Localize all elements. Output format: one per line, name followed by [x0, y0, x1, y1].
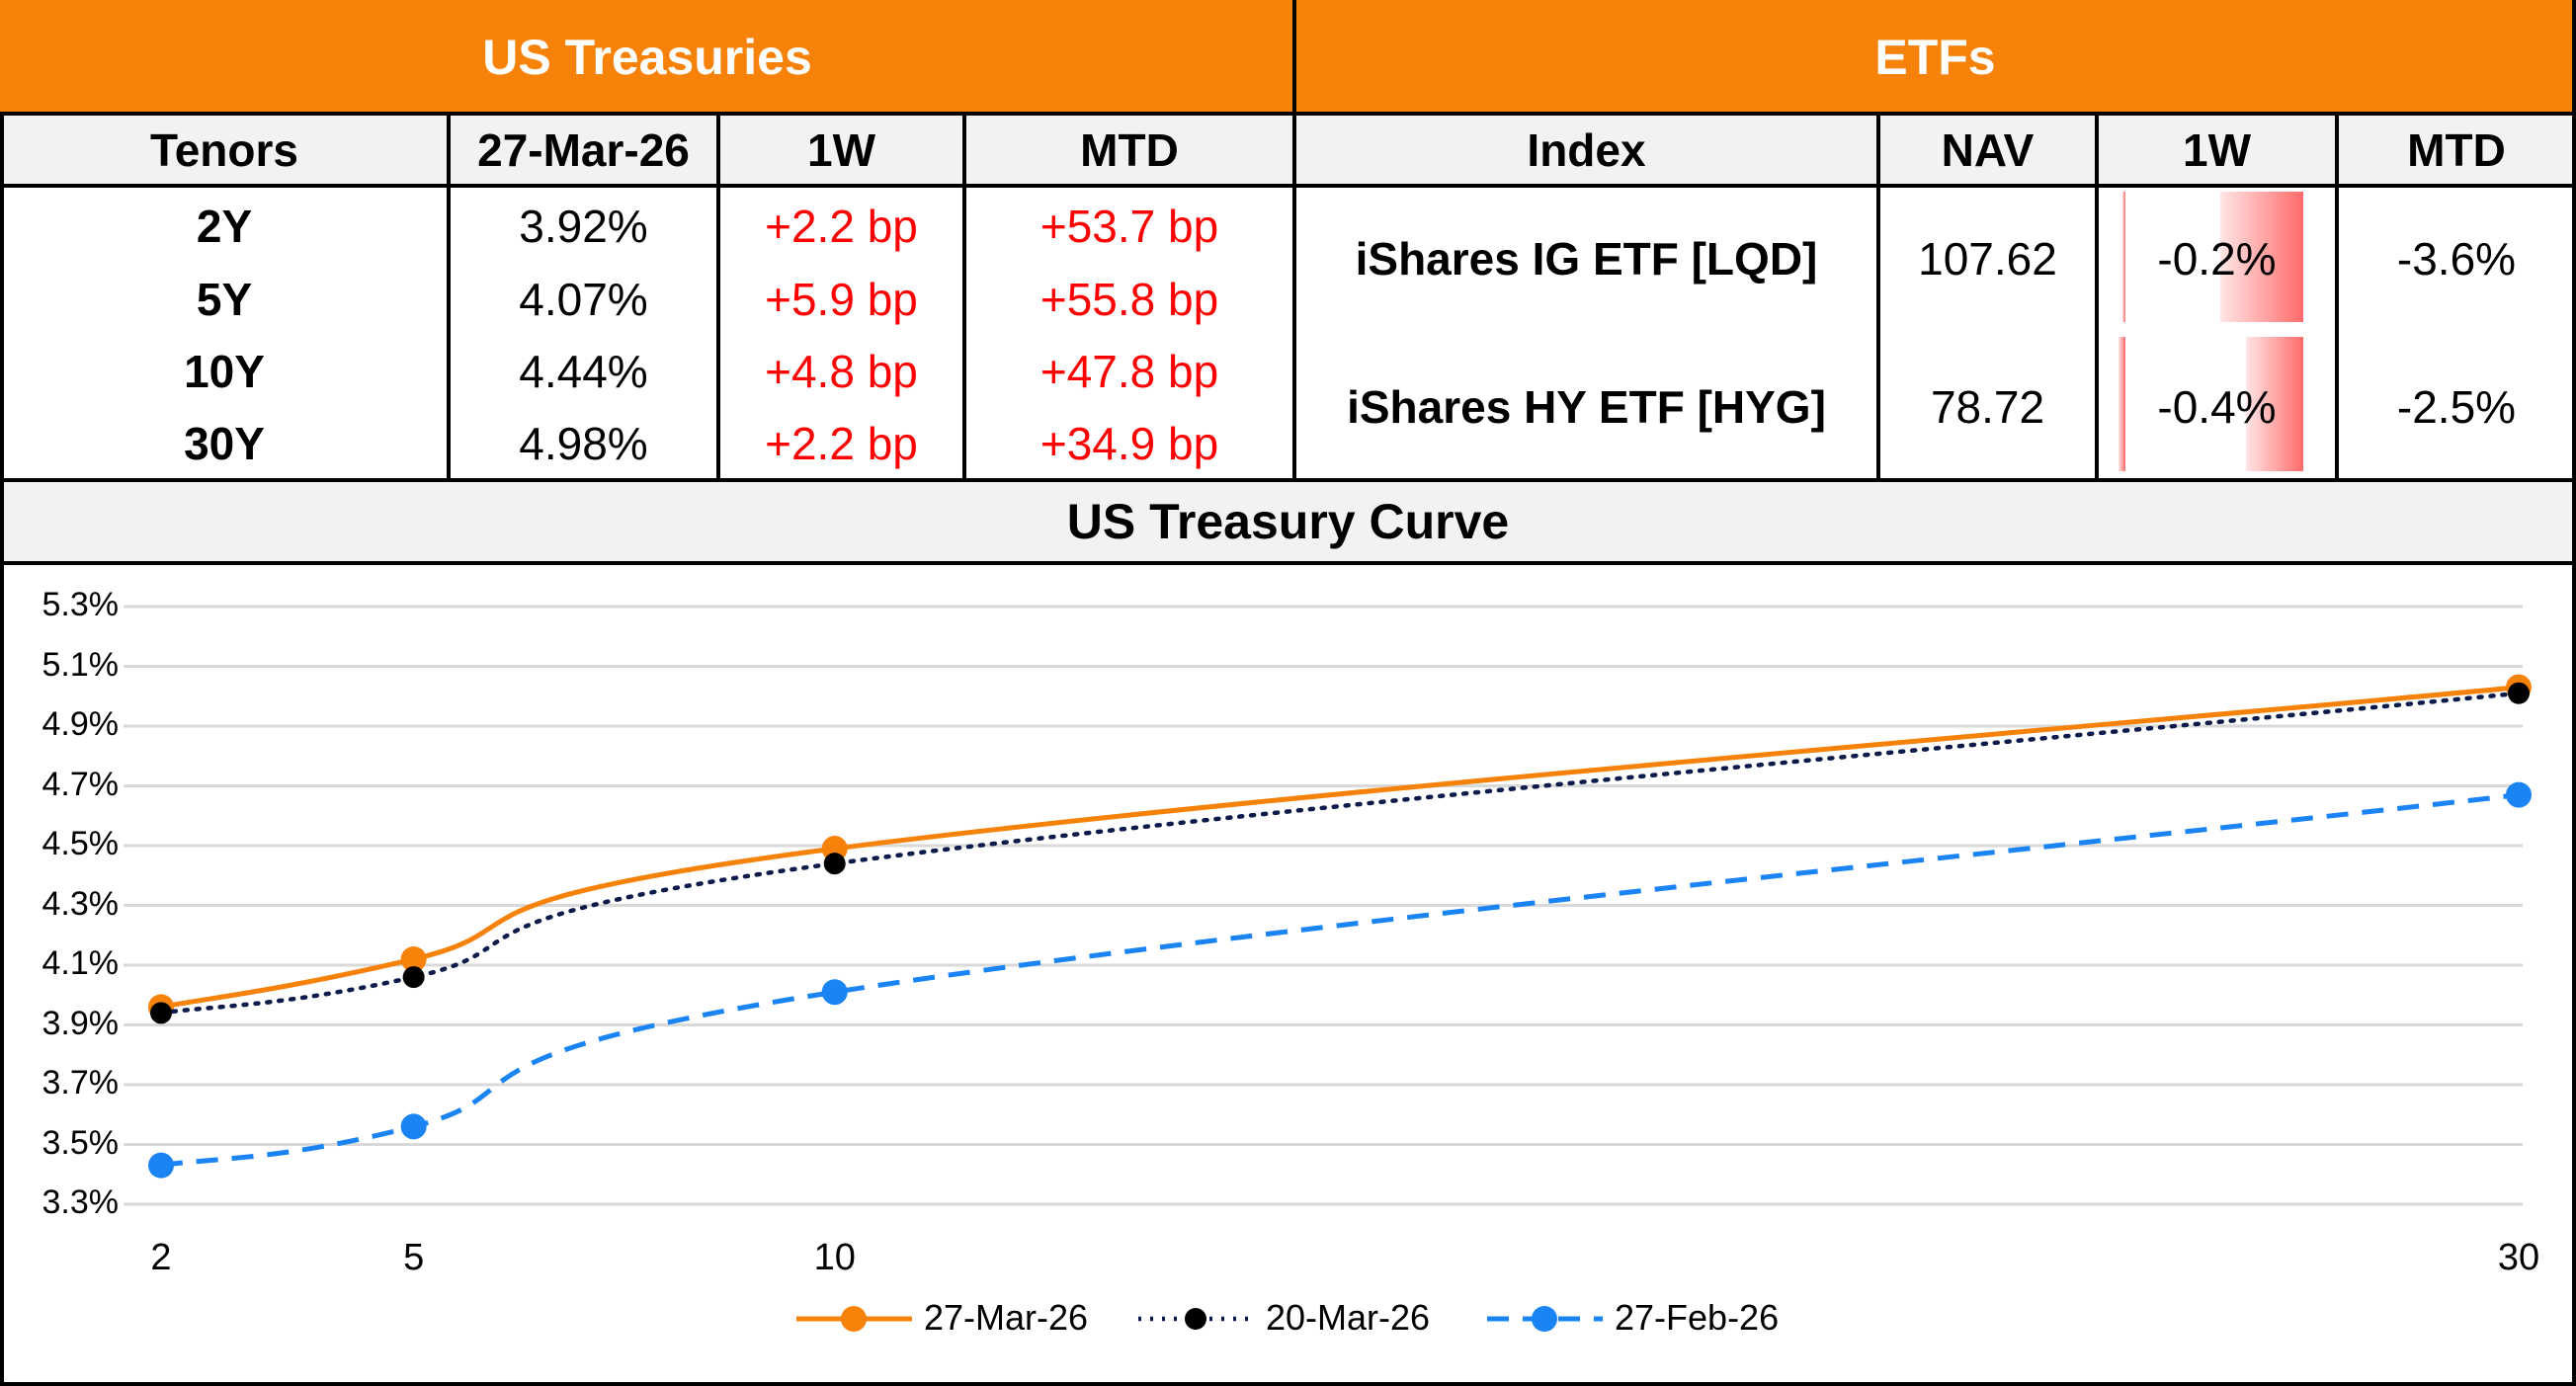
change-mtd-cell: +34.9 bp	[1039, 417, 1219, 469]
data-point	[402, 966, 425, 989]
divider	[2572, 0, 2576, 1386]
etf-1w-data-bar	[2121, 192, 2125, 322]
col-header-date: 27-Mar-26	[449, 114, 718, 186]
etf-mtd-cell: -2.5%	[2396, 381, 2517, 433]
tenor-cell: 5Y	[196, 273, 253, 325]
series-line-20-Mar-26	[158, 691, 2522, 1016]
yield-cell: 4.07%	[519, 273, 648, 325]
change-mtd-cell: +47.8 bp	[1039, 345, 1219, 397]
etfs-header: ETFs	[1294, 0, 2576, 114]
change-1w-cell: +4.8 bp	[765, 345, 918, 397]
col-header-index: Index	[1294, 114, 1878, 186]
etf-1w-data-bar	[2119, 337, 2125, 471]
data-point	[400, 945, 427, 972]
divider	[716, 112, 720, 480]
legend-marker-icon	[1532, 1306, 1557, 1332]
change-1w-cell: +5.9 bp	[765, 273, 918, 325]
divider	[1292, 0, 1296, 480]
divider	[0, 112, 2576, 116]
data-point	[2506, 781, 2532, 808]
divider	[2335, 112, 2339, 480]
col-header-mtd: MTD	[964, 114, 1294, 186]
y-tick-label: 4.9%	[42, 705, 120, 743]
col-header-nav: NAV	[1878, 114, 2097, 186]
divider	[0, 478, 2576, 482]
legend-label: 27-Mar-26	[924, 1297, 1089, 1338]
col-header-etf-1w: 1W	[2097, 114, 2337, 186]
x-tick-label: 2	[150, 1237, 172, 1278]
legend-marker-icon	[1185, 1308, 1206, 1330]
etf-name-cell: iShares IG ETF [LQD]	[1355, 233, 1818, 285]
yield-cell: 3.92%	[519, 200, 648, 252]
etf-mtd-data-bar	[2245, 337, 2303, 471]
x-tick-label: 30	[2497, 1237, 2540, 1278]
y-tick-label: 3.5%	[42, 1123, 120, 1162]
yield-cell: 4.44%	[519, 345, 648, 397]
y-tick-label: 5.1%	[42, 645, 120, 684]
series-line-27-Mar-26	[160, 685, 2520, 1010]
col-header-1w: 1W	[718, 114, 964, 186]
y-tick-label: 5.3%	[42, 586, 120, 623]
etf-name-cell: iShares HY ETF [HYG]	[1347, 381, 1826, 433]
legend-marker-icon	[841, 1306, 867, 1332]
etf-nav-cell: 107.62	[1918, 233, 2057, 285]
series-line-27-Feb-26	[160, 792, 2520, 1169]
yield-cell: 4.98%	[519, 417, 648, 469]
tenor-cell: 2Y	[196, 200, 253, 252]
change-mtd-cell: +55.8 bp	[1039, 273, 1219, 325]
y-tick-label: 4.1%	[42, 944, 120, 982]
y-tick-label: 4.3%	[42, 884, 120, 923]
etf-nav-cell: 78.72	[1930, 381, 2045, 433]
tenor-cell: 30Y	[184, 417, 265, 469]
y-tick-label: 3.9%	[42, 1004, 120, 1042]
col-header-etf-mtd: MTD	[2337, 114, 2576, 186]
chart-plot	[124, 605, 2532, 1332]
divider	[2095, 112, 2099, 480]
change-1w-cell: +2.2 bp	[765, 417, 918, 469]
data-point	[2508, 682, 2530, 704]
y-tick-label: 4.5%	[42, 825, 120, 862]
divider	[1876, 112, 1880, 480]
etf-mtd-cell: -3.6%	[2396, 233, 2517, 285]
divider	[0, 561, 2576, 565]
y-tick-label: 4.7%	[42, 765, 120, 803]
data-point	[150, 1002, 172, 1024]
divider	[0, 184, 2576, 188]
y-tick-label: 3.7%	[42, 1064, 120, 1101]
change-1w-cell: +2.2 bp	[765, 200, 918, 252]
chart-title: US Treasury Curve	[0, 480, 2576, 563]
col-header-tenors: Tenors	[0, 114, 449, 186]
divider	[0, 112, 4, 1386]
etf-1w-cell: -0.4%	[2157, 381, 2277, 433]
data-point	[821, 979, 848, 1006]
change-mtd-cell: +53.7 bp	[1039, 200, 1219, 252]
divider	[0, 1382, 2576, 1386]
y-tick-label: 3.3%	[42, 1183, 120, 1221]
data-point	[148, 1152, 174, 1179]
legend-label: 27-Feb-26	[1615, 1297, 1780, 1338]
data-point	[400, 1113, 427, 1140]
x-tick-label: 10	[813, 1237, 856, 1278]
data-point	[823, 853, 846, 875]
treasury-curve-chart: 5.3% 5.1% 4.9% 4.7% 4.5% 4.3% 4.1% 3.9% 3.7% 3.5%…	[0, 563, 2576, 1382]
tenor-cell: 10Y	[184, 345, 265, 397]
etf-1w-cell: -0.2%	[2157, 233, 2277, 285]
etf-mtd-data-bar	[2219, 192, 2303, 322]
legend-label: 20-Mar-26	[1266, 1297, 1431, 1338]
us-treasuries-header: US Treasuries	[0, 0, 1294, 114]
divider	[962, 112, 966, 480]
x-tick-label: 5	[403, 1237, 425, 1278]
divider	[447, 112, 451, 480]
